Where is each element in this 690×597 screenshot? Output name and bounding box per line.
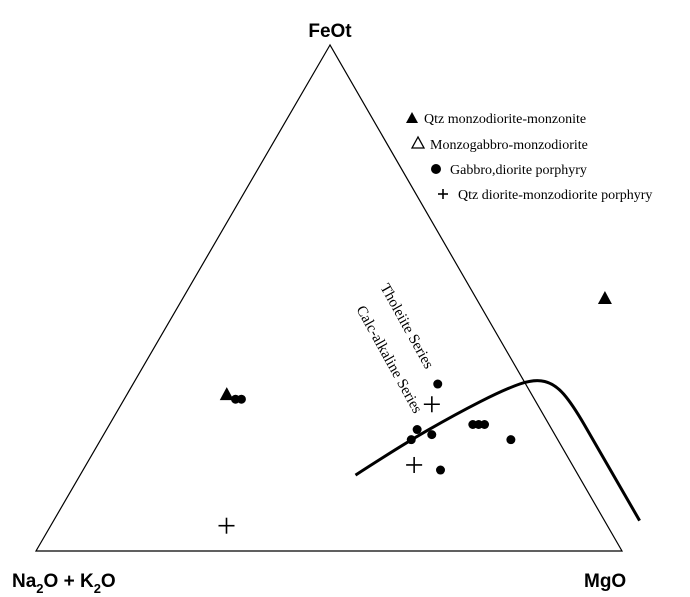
- data-point-filled-circle-5: [468, 420, 478, 429]
- legend-label-qtz-monzodiorite-monzonite: Qtz monzodiorite-monzonite: [424, 112, 586, 127]
- data-point-filled-circle-6: [480, 420, 490, 429]
- data-point-filled-circle-2: [412, 425, 422, 435]
- legend-label-qtz-diorite-porphyry: Qtz diorite-monzodiorite porphyry: [458, 188, 652, 203]
- data-point-filled-triangle-0: [597, 291, 612, 304]
- legend-marker-filled-triangle: [406, 112, 418, 123]
- data-point-filled-circle-1: [406, 435, 416, 445]
- data-points: [218, 291, 612, 534]
- data-point-cross-1: [406, 456, 423, 473]
- apex-label-top: FeOt: [308, 21, 352, 42]
- data-point-filled-triangle-1: [219, 387, 234, 401]
- data-point-filled-circle-10: [231, 394, 241, 404]
- legend: Qtz monzodiorite-monzonite Monzogabbro-m…: [406, 112, 652, 203]
- legend-marker-open-triangle: [410, 135, 426, 149]
- calc-alkaline-series-label: Calc-alkaline Series: [353, 303, 425, 416]
- data-point-filled-circle-3: [427, 430, 437, 440]
- data-point-filled-circle-8: [436, 465, 445, 475]
- legend-marker-cross: [438, 189, 448, 199]
- apex-label-right: MgO: [584, 571, 626, 592]
- tholeiite-calc-alkaline-boundary: [354, 379, 641, 522]
- legend-marker-filled-circle: [431, 164, 441, 174]
- data-point-filled-circle-7: [433, 379, 443, 389]
- data-point-cross-0: [423, 396, 440, 413]
- apex-label-left: Na2O + K2O: [12, 571, 116, 596]
- legend-label-monzogabbro-monzodiorite: Monzogabbro-monzodiorite: [430, 138, 588, 153]
- legend-label-gabbro-diorite-porphyry: Gabbro,diorite porphyry: [450, 163, 587, 178]
- data-point-cross-2: [218, 517, 235, 534]
- ternary-triangle: [34, 43, 624, 552]
- data-point-filled-circle-0: [506, 435, 516, 445]
